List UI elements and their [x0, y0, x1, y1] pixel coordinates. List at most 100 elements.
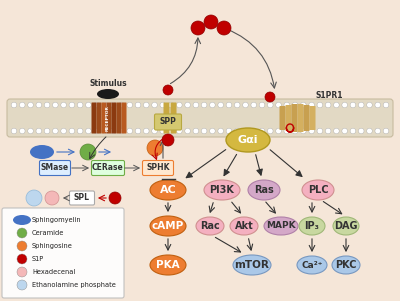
Circle shape	[325, 102, 331, 108]
Circle shape	[309, 128, 314, 134]
Circle shape	[185, 128, 190, 134]
Circle shape	[17, 280, 27, 290]
Circle shape	[69, 128, 75, 134]
Circle shape	[292, 102, 298, 108]
Circle shape	[77, 128, 83, 134]
FancyBboxPatch shape	[122, 103, 126, 134]
Text: SMase: SMase	[41, 163, 69, 172]
Circle shape	[367, 102, 372, 108]
Text: S1P: S1P	[32, 256, 44, 262]
Circle shape	[201, 102, 207, 108]
Circle shape	[17, 254, 27, 264]
Circle shape	[210, 128, 215, 134]
Ellipse shape	[97, 89, 119, 99]
Circle shape	[86, 102, 91, 108]
Circle shape	[217, 21, 231, 35]
Circle shape	[162, 134, 174, 146]
Circle shape	[191, 21, 205, 35]
Circle shape	[36, 102, 42, 108]
Ellipse shape	[230, 217, 258, 235]
Circle shape	[218, 128, 224, 134]
Circle shape	[168, 102, 174, 108]
Circle shape	[259, 128, 265, 134]
Circle shape	[160, 128, 166, 134]
Circle shape	[127, 128, 132, 134]
Ellipse shape	[30, 145, 54, 159]
Circle shape	[204, 15, 218, 29]
Circle shape	[77, 102, 83, 108]
Circle shape	[317, 128, 323, 134]
Circle shape	[20, 128, 25, 134]
Circle shape	[61, 128, 66, 134]
Text: Rac: Rac	[200, 221, 220, 231]
Circle shape	[358, 102, 364, 108]
FancyBboxPatch shape	[70, 191, 94, 205]
Text: DAG: DAG	[334, 221, 358, 231]
Text: Ca²⁺: Ca²⁺	[301, 260, 323, 269]
Circle shape	[45, 191, 59, 205]
Circle shape	[28, 128, 33, 134]
Circle shape	[110, 128, 116, 134]
FancyBboxPatch shape	[280, 106, 286, 130]
FancyBboxPatch shape	[142, 160, 174, 175]
Text: S1PR1: S1PR1	[315, 92, 342, 101]
Circle shape	[20, 102, 25, 108]
Circle shape	[292, 128, 298, 134]
FancyBboxPatch shape	[112, 103, 116, 134]
Circle shape	[11, 128, 17, 134]
FancyBboxPatch shape	[7, 99, 393, 137]
FancyBboxPatch shape	[40, 160, 70, 175]
Circle shape	[259, 102, 265, 108]
Circle shape	[375, 128, 380, 134]
Circle shape	[334, 128, 339, 134]
Circle shape	[109, 192, 121, 204]
Circle shape	[268, 102, 273, 108]
Ellipse shape	[248, 180, 280, 200]
Ellipse shape	[204, 180, 240, 200]
Circle shape	[17, 267, 27, 277]
Circle shape	[375, 102, 380, 108]
FancyBboxPatch shape	[92, 160, 124, 175]
Text: SPHK: SPHK	[146, 163, 170, 172]
Circle shape	[135, 128, 141, 134]
Circle shape	[94, 128, 100, 134]
Circle shape	[52, 128, 58, 134]
Circle shape	[193, 128, 199, 134]
Text: mTOR: mTOR	[234, 260, 270, 270]
Circle shape	[284, 128, 290, 134]
Text: Gαi: Gαi	[238, 135, 258, 145]
Ellipse shape	[150, 216, 186, 236]
Ellipse shape	[299, 217, 325, 235]
Circle shape	[218, 102, 224, 108]
Circle shape	[251, 102, 256, 108]
Circle shape	[119, 128, 124, 134]
Circle shape	[69, 102, 75, 108]
Circle shape	[309, 102, 314, 108]
FancyBboxPatch shape	[106, 103, 112, 134]
Circle shape	[28, 102, 33, 108]
Circle shape	[268, 128, 273, 134]
FancyBboxPatch shape	[164, 103, 170, 134]
Ellipse shape	[302, 180, 334, 200]
Text: Ras: Ras	[254, 185, 274, 195]
Circle shape	[102, 102, 108, 108]
Circle shape	[44, 128, 50, 134]
Circle shape	[61, 102, 66, 108]
Circle shape	[144, 102, 149, 108]
Text: RECEPTOR: RECEPTOR	[106, 105, 110, 131]
Circle shape	[325, 128, 331, 134]
Circle shape	[11, 102, 17, 108]
Circle shape	[160, 102, 166, 108]
Circle shape	[36, 128, 42, 134]
Ellipse shape	[332, 256, 360, 274]
FancyBboxPatch shape	[102, 103, 106, 134]
FancyBboxPatch shape	[286, 105, 292, 131]
Circle shape	[80, 144, 96, 160]
Circle shape	[383, 128, 389, 134]
Circle shape	[168, 128, 174, 134]
Circle shape	[342, 128, 348, 134]
Text: PKA: PKA	[156, 260, 180, 270]
Circle shape	[317, 102, 323, 108]
Circle shape	[152, 102, 157, 108]
Ellipse shape	[196, 217, 224, 235]
